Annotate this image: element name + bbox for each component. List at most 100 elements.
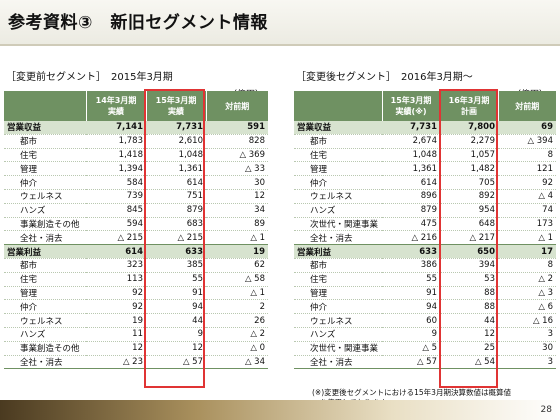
value-cell: 2,610 [146,134,206,149]
value-cell: 892 [440,189,498,204]
row-label: 都市 [294,134,382,149]
value-cell: 648 [440,217,498,232]
table-row: 営業収益 7,141 7,731 591 [4,121,268,135]
header-cell: 16年3月期 計画 [440,91,499,121]
header-cell: 14年3月期 実績 [86,91,147,121]
value-cell: 94 [146,299,206,315]
table-row: ハンズ 9 12 3 [294,327,556,342]
row-label: 仲介 [294,299,382,315]
row-label: ハンズ [4,203,86,218]
value-cell: △ 23 [86,355,146,370]
value-cell: 845 [86,203,146,218]
table-row: 全社・消去 △ 23 △ 57 △ 34 [4,355,268,370]
value-cell: 7,731 [382,121,440,135]
row-label: ウェルネス [4,313,86,328]
value-cell: 614 [86,244,146,259]
value-cell: 8 [498,148,556,163]
row-label: ウェルネス [294,189,382,204]
value-cell: 44 [146,313,206,328]
value-cell: 2,674 [382,134,440,149]
value-cell: 1,048 [382,148,440,163]
value-cell: 1,482 [440,161,498,177]
row-label: ハンズ [4,327,86,342]
value-cell: 386 [382,258,440,273]
value-cell: 1,394 [86,161,146,177]
value-cell: 34 [206,203,268,218]
value-cell: 594 [86,217,146,232]
value-cell: 92 [86,299,146,315]
row-label: 管理 [4,286,86,301]
header-cell: 対前期 [206,91,268,121]
slide-header: 参考資料③ 新旧セグメント情報 [0,0,560,46]
row-label: ハンズ [294,203,382,218]
value-cell: 2,279 [440,134,498,149]
row-label: 仲介 [4,299,86,315]
value-cell: △ 1 [206,286,268,301]
value-cell: 751 [146,189,206,204]
table-row: 住宅 1,418 1,048 △ 369 [4,148,268,163]
table-row: ウェルネス 19 44 26 [4,313,268,328]
value-cell: △ 16 [498,313,556,328]
value-cell: △ 0 [206,341,268,356]
value-cell: 614 [382,175,440,190]
table-row: ハンズ 11 9 △ 2 [4,327,268,342]
table-row: 営業利益 633 650 17 [294,244,556,259]
value-cell: △ 369 [206,148,268,163]
value-cell: 3 [498,355,556,370]
row-label: 事業創造その他 [4,341,86,356]
value-cell: △ 215 [86,230,146,246]
value-cell: 26 [206,313,268,328]
value-cell: 394 [440,258,498,273]
value-cell: 1,361 [146,161,206,177]
value-cell: 879 [382,203,440,218]
value-cell: 385 [146,258,206,273]
value-cell: 92 [498,175,556,190]
value-cell: 69 [498,121,556,135]
value-cell: 44 [440,313,498,328]
value-cell: 53 [440,272,498,287]
row-label: 住宅 [4,148,86,163]
table-row: ハンズ 845 879 34 [4,203,268,218]
header-cell [4,91,87,121]
value-cell: 19 [86,313,146,328]
table-row: 事業創造その他 12 12 △ 0 [4,341,268,356]
table-row: 住宅 113 55 △ 58 [4,272,268,287]
row-label: 管理 [294,161,382,177]
value-cell: 614 [146,175,206,190]
value-cell: 25 [440,341,498,356]
value-cell: △ 58 [206,272,268,287]
header-cell [294,91,383,121]
table-row: 事業創造その他 594 683 89 [4,217,268,232]
row-label: ウェルネス [294,313,382,328]
row-label: 全社・消去 [294,355,382,370]
value-cell: △ 57 [146,355,206,370]
value-cell: △ 2 [498,272,556,287]
value-cell: 55 [382,272,440,287]
value-cell: 91 [146,286,206,301]
row-label: 都市 [4,258,86,273]
value-cell: 1,048 [146,148,206,163]
table-row: 仲介 92 94 2 [4,299,268,315]
value-cell: 91 [382,286,440,301]
value-cell: 55 [146,272,206,287]
value-cell: △ 57 [382,355,440,370]
table-row: 管理 1,361 1,482 121 [294,161,556,177]
value-cell: 879 [146,203,206,218]
value-cell: 12 [206,189,268,204]
table-row: 全社・消去 △ 215 △ 215 △ 1 [4,230,268,246]
page-number: 28 [540,405,552,415]
value-cell: 3 [498,327,556,342]
table-row: 管理 92 91 △ 1 [4,286,268,301]
row-label: ウェルネス [4,189,86,204]
value-cell: △ 394 [498,134,556,149]
value-cell: △ 6 [498,299,556,315]
value-cell: 1,057 [440,148,498,163]
row-label: 次世代・関連事業 [294,217,382,232]
value-cell: 19 [206,244,268,259]
right-section-title: ［変更後セグメント］ 2016年3月期～ [296,72,473,83]
value-cell: 683 [146,217,206,232]
value-cell: 121 [498,161,556,177]
value-cell: 1,361 [382,161,440,177]
value-cell: △ 1 [498,230,556,246]
value-cell: △ 5 [382,341,440,356]
